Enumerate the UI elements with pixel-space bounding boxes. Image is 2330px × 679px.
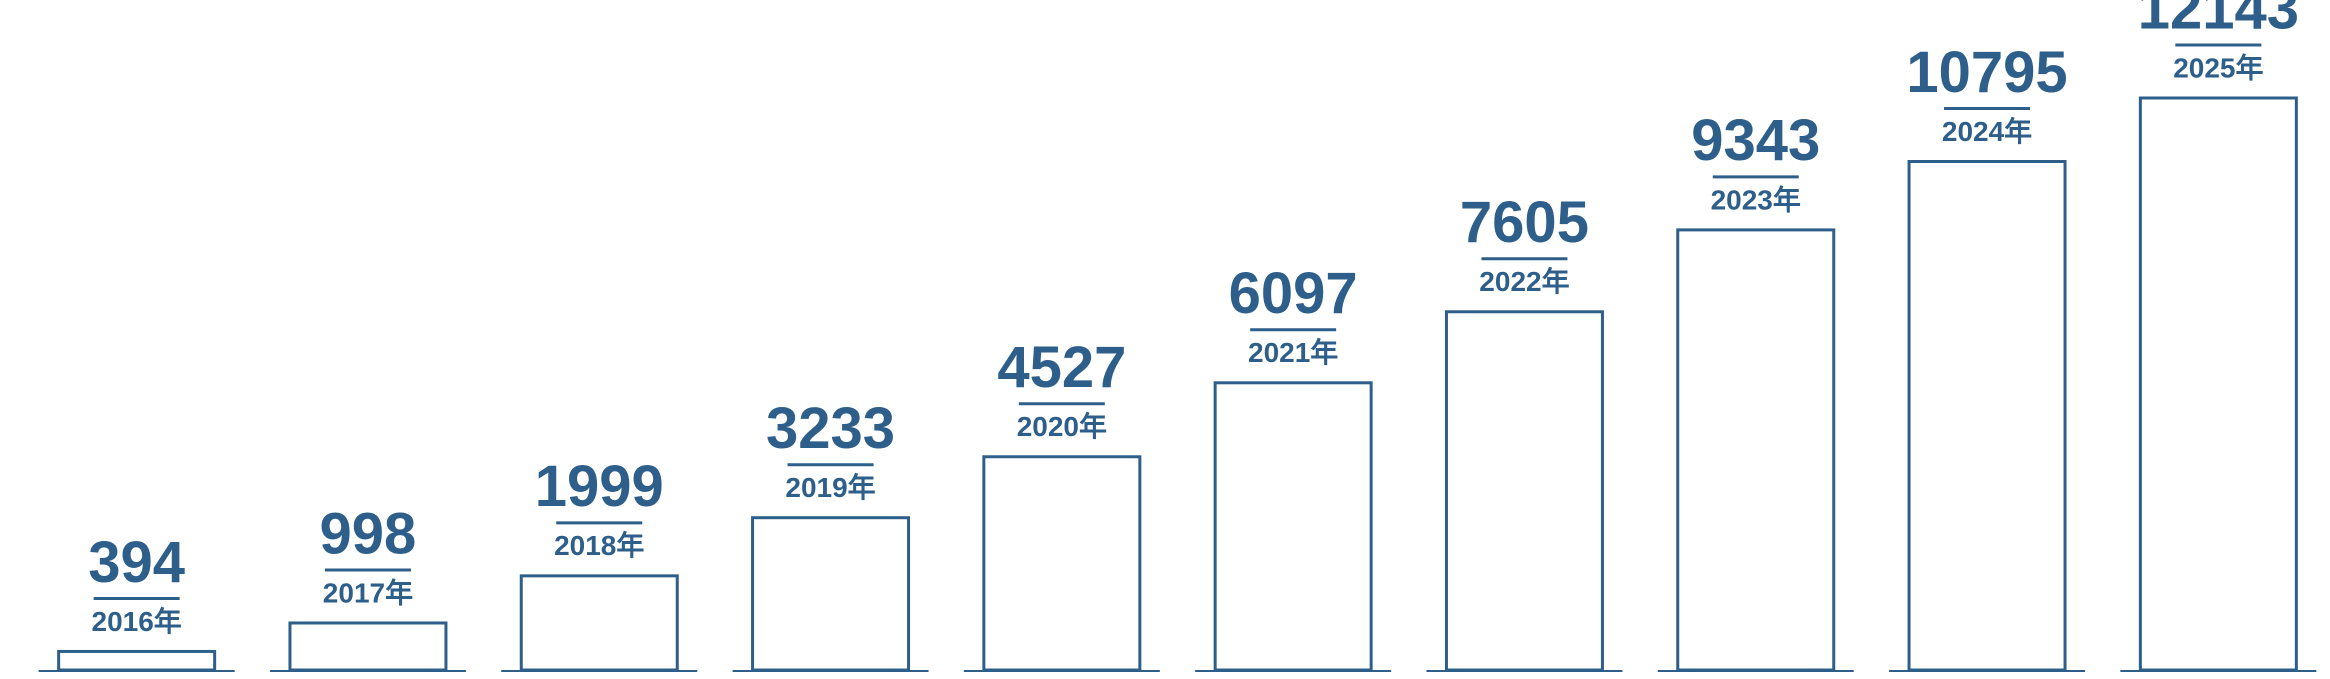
- value-label: 4527: [997, 335, 1126, 400]
- bar: [751, 516, 911, 672]
- bar: [982, 455, 1142, 672]
- x-tick-label: 2025年: [2173, 51, 2263, 83]
- bar: [2138, 96, 2298, 672]
- value-label: 10795: [1906, 40, 2067, 105]
- x-tick-label: 2019年: [785, 471, 875, 503]
- bar: [1213, 381, 1373, 672]
- value-label: 998: [320, 501, 417, 566]
- x-tick-label: 2021年: [1248, 336, 1338, 368]
- x-tick-label: 2020年: [1017, 410, 1107, 442]
- value-label: 1999: [535, 454, 664, 519]
- bar: [519, 574, 679, 672]
- value-label: 6097: [1229, 261, 1358, 326]
- x-tick-label: 2024年: [1942, 115, 2032, 147]
- x-tick-label: 2017年: [323, 576, 413, 608]
- value-label: 7605: [1460, 190, 1589, 255]
- x-tick-label: 2023年: [1711, 183, 1801, 215]
- x-tick-label: 2022年: [1479, 265, 1569, 297]
- value-label: 12143: [2138, 0, 2299, 41]
- bar: [1676, 228, 1836, 672]
- bar: [1444, 310, 1604, 672]
- value-label: 9343: [1691, 108, 1820, 173]
- x-tick-label: 2018年: [554, 529, 644, 561]
- bar: [57, 649, 217, 672]
- bar: [288, 621, 448, 672]
- value-label: 3233: [766, 396, 895, 461]
- x-tick-label: 2016年: [92, 605, 182, 637]
- bar: [1907, 159, 2067, 672]
- value-label: 394: [88, 530, 185, 595]
